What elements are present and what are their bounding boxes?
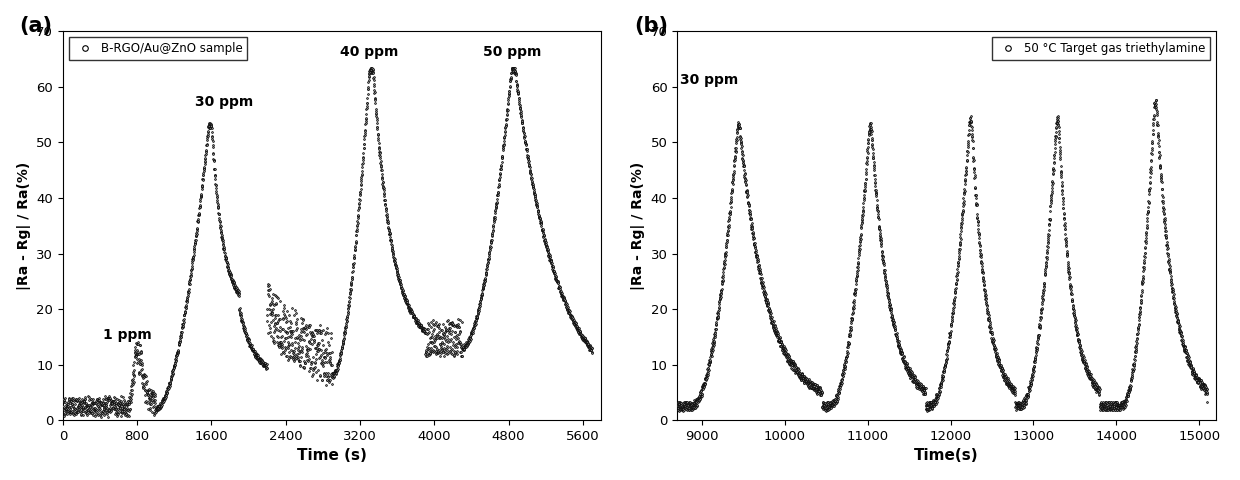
Text: 1 ppm: 1 ppm bbox=[103, 328, 151, 342]
X-axis label: Time (s): Time (s) bbox=[298, 448, 367, 463]
Y-axis label: |Ra - Rg| / Ra(%): |Ra - Rg| / Ra(%) bbox=[631, 162, 645, 290]
Text: 30 ppm: 30 ppm bbox=[195, 95, 253, 109]
Legend: B-RGO/Au@ZnO sample: B-RGO/Au@ZnO sample bbox=[68, 37, 247, 60]
Text: (b): (b) bbox=[634, 16, 668, 36]
Text: 50 ppm: 50 ppm bbox=[484, 45, 542, 59]
Text: 40 ppm: 40 ppm bbox=[340, 45, 398, 59]
Y-axis label: |Ra - Rg| / Ra(%): |Ra - Rg| / Ra(%) bbox=[16, 162, 31, 290]
Text: (a): (a) bbox=[20, 16, 53, 36]
X-axis label: Time(s): Time(s) bbox=[914, 448, 978, 463]
Legend: 50 °C Target gas triethylamine: 50 °C Target gas triethylamine bbox=[992, 37, 1210, 60]
Text: 30 ppm: 30 ppm bbox=[680, 73, 738, 87]
